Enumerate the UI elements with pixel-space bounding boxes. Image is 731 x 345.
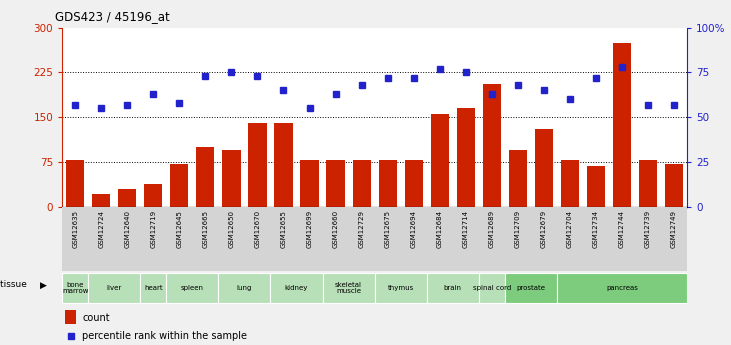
Text: brain: brain [444, 285, 462, 291]
Text: thymus: thymus [387, 285, 414, 291]
Text: spleen: spleen [181, 285, 204, 291]
Bar [196, 147, 214, 207]
Text: count: count [83, 313, 110, 323]
Text: GSM12734: GSM12734 [593, 210, 599, 248]
Bar [379, 160, 397, 207]
Bar [249, 123, 267, 207]
Text: GSM12684: GSM12684 [436, 210, 443, 248]
Text: lung: lung [237, 285, 252, 291]
Text: kidney: kidney [285, 285, 308, 291]
Text: GSM12699: GSM12699 [306, 210, 313, 248]
Text: GSM12744: GSM12744 [619, 210, 625, 248]
Text: liver: liver [107, 285, 122, 291]
Bar [509, 150, 527, 207]
Text: GSM12724: GSM12724 [98, 210, 105, 248]
Text: GSM12714: GSM12714 [463, 210, 469, 248]
Text: tissue: tissue [0, 280, 30, 289]
Bar [65, 310, 76, 324]
Bar [613, 42, 631, 207]
Bar [665, 164, 683, 207]
Text: GSM12640: GSM12640 [124, 210, 130, 248]
Bar [535, 129, 553, 207]
Bar [274, 123, 292, 207]
Text: GSM12660: GSM12660 [333, 210, 338, 248]
Text: heart: heart [144, 285, 162, 291]
Bar [374, 273, 427, 303]
Bar [144, 184, 162, 207]
Bar [457, 108, 475, 207]
Text: skeletal
muscle: skeletal muscle [335, 282, 362, 294]
Bar [270, 273, 322, 303]
Bar [479, 273, 505, 303]
Text: bone
marrow: bone marrow [62, 282, 88, 294]
Bar [404, 160, 423, 207]
Text: GSM12675: GSM12675 [385, 210, 390, 248]
Bar [222, 150, 240, 207]
Text: GSM12689: GSM12689 [489, 210, 495, 248]
Text: spinal cord: spinal cord [473, 285, 511, 291]
Bar [505, 273, 557, 303]
Bar [587, 166, 605, 207]
Bar [219, 273, 270, 303]
Text: GSM12655: GSM12655 [281, 210, 287, 248]
Bar [140, 273, 167, 303]
Bar [167, 273, 219, 303]
Text: GSM12694: GSM12694 [411, 210, 417, 248]
Bar [322, 273, 374, 303]
Bar [170, 164, 189, 207]
Bar [118, 189, 137, 207]
Text: GDS423 / 45196_at: GDS423 / 45196_at [55, 10, 170, 23]
Text: GSM12650: GSM12650 [228, 210, 235, 248]
Text: GSM12739: GSM12739 [645, 210, 651, 248]
Text: ▶: ▶ [40, 280, 47, 289]
Text: GSM12704: GSM12704 [567, 210, 573, 248]
Bar [561, 160, 579, 207]
Bar [431, 114, 449, 207]
Text: GSM12665: GSM12665 [202, 210, 208, 248]
Bar [639, 160, 657, 207]
Bar [88, 273, 140, 303]
Text: GSM12645: GSM12645 [176, 210, 182, 248]
Text: GSM12719: GSM12719 [151, 210, 156, 248]
Text: percentile rank within the sample: percentile rank within the sample [83, 331, 248, 341]
Bar [327, 160, 345, 207]
Bar [300, 160, 319, 207]
Text: GSM12670: GSM12670 [254, 210, 260, 248]
Text: prostate: prostate [516, 285, 545, 291]
Text: GSM12729: GSM12729 [359, 210, 365, 248]
Bar [62, 273, 88, 303]
Bar [92, 194, 110, 207]
Bar [482, 85, 501, 207]
Bar [352, 160, 371, 207]
Bar [427, 273, 479, 303]
Bar [557, 273, 687, 303]
Text: GSM12749: GSM12749 [671, 210, 677, 248]
Text: GSM12709: GSM12709 [515, 210, 521, 248]
Bar [66, 160, 84, 207]
Text: GSM12679: GSM12679 [541, 210, 547, 248]
Text: GSM12635: GSM12635 [72, 210, 78, 248]
Text: pancreas: pancreas [606, 285, 638, 291]
